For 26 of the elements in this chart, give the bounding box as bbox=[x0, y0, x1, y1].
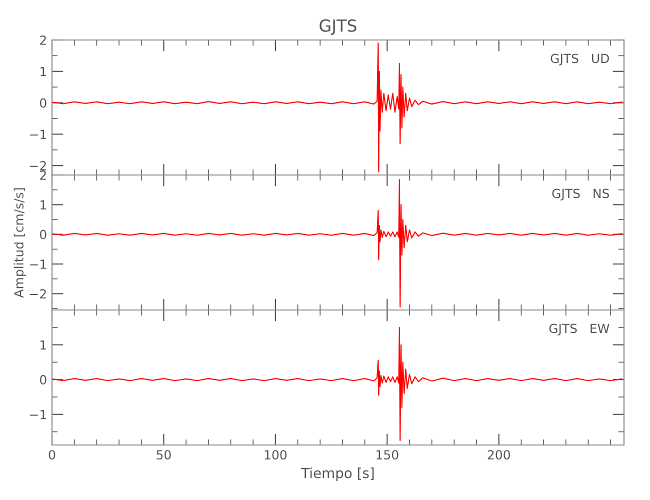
line-series bbox=[52, 42, 622, 172]
y-axis-title: Amplitud [cm/s/s] bbox=[14, 188, 26, 298]
annotation: GJTS EW bbox=[549, 324, 610, 336]
y-tick-label: −1 bbox=[30, 410, 46, 420]
y-tick-label: 1 bbox=[40, 67, 46, 76]
y-tick-label: 1 bbox=[40, 200, 46, 210]
x-tick-label: 150 bbox=[376, 450, 398, 460]
annotation: GJTS NS bbox=[552, 188, 610, 200]
y-tick-label: −2 bbox=[30, 161, 46, 170]
x-tick-label: 200 bbox=[488, 450, 510, 460]
x-axis-title: Tiempo [s] bbox=[301, 468, 374, 481]
annotation: GJTS UD bbox=[550, 54, 609, 66]
y-tick-label: −2 bbox=[30, 289, 46, 298]
y-tick-label: −1 bbox=[30, 130, 46, 139]
y-tick-label: −1 bbox=[30, 260, 46, 269]
x-tick-label: 100 bbox=[264, 450, 287, 460]
x-tick-label: 50 bbox=[156, 450, 171, 460]
x-tick-label: 0 bbox=[48, 450, 56, 460]
y-tick-label: 2 bbox=[40, 35, 46, 45]
y-tick-label: 0 bbox=[40, 230, 46, 240]
y-tick-label: 0 bbox=[40, 375, 46, 385]
chart-title: GJTS bbox=[320, 19, 356, 36]
y-tick-label: 0 bbox=[40, 98, 46, 108]
line-series bbox=[52, 178, 622, 308]
y-tick-label: 2 bbox=[40, 170, 46, 180]
y-tick-label: 1 bbox=[40, 340, 46, 350]
